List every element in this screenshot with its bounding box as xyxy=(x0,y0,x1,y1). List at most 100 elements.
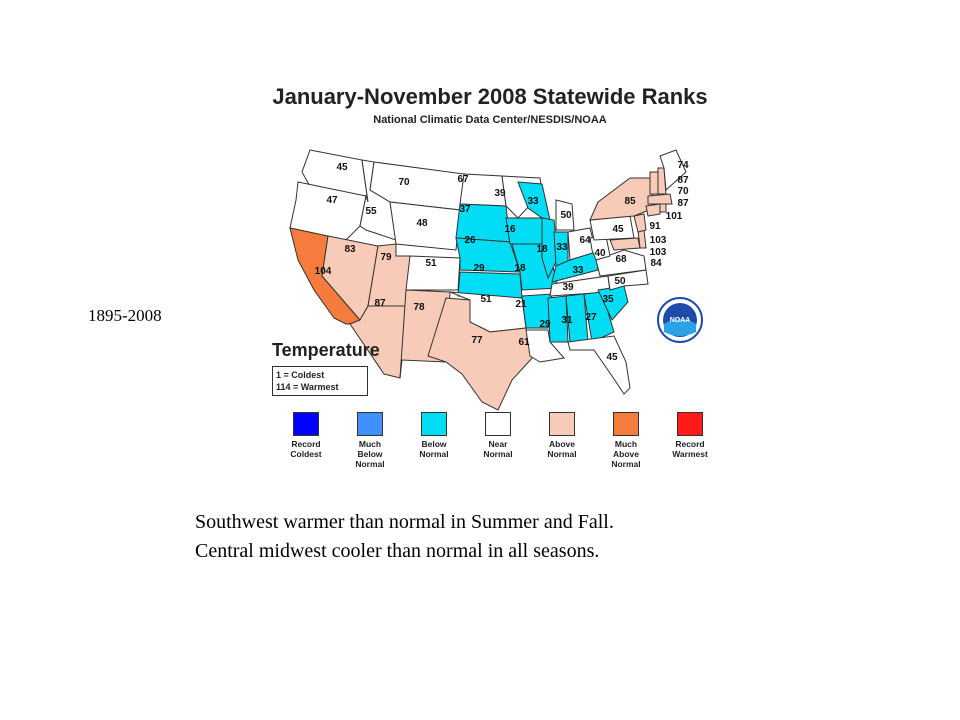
legend-label-line: Normal xyxy=(611,459,641,469)
rank-label-tn: 39 xyxy=(562,282,574,293)
legend-label-line: Much xyxy=(614,439,638,449)
state-de xyxy=(637,229,647,249)
caption-line-1: Southwest warmer than normal in Summer a… xyxy=(195,511,614,533)
rank-label-de: 103 xyxy=(650,247,667,258)
state-ar xyxy=(521,293,553,329)
rank-label-wa: 45 xyxy=(336,162,348,173)
rank-label-pa: 45 xyxy=(612,224,624,235)
legend-label-line: Record xyxy=(291,439,321,449)
legend-label-line: Normal xyxy=(355,459,385,469)
map-subtitle: National Climatic Data Center/NESDIS/NOA… xyxy=(373,114,607,126)
rank-label-nv: 83 xyxy=(344,244,356,255)
ranks-map-figure: January-November 2008 Statewide Ranks Na… xyxy=(250,80,730,480)
state-fl xyxy=(567,335,631,395)
rank-label-il: 18 xyxy=(536,244,548,255)
legend-label-line: Warmest xyxy=(672,449,708,459)
rank-label-co: 51 xyxy=(425,258,437,269)
scale-line-coldest: 1 = Coldest xyxy=(276,370,325,380)
state-wy xyxy=(389,201,461,251)
state-mi xyxy=(555,199,575,231)
state-ct xyxy=(645,203,661,217)
legend-item-record-coldest: Record Coldest xyxy=(276,412,336,459)
rank-scale-box: 1 = Coldest 114 = Warmest xyxy=(272,366,368,396)
noaa-logo: NOAA xyxy=(657,297,703,343)
rank-label-ar: 21 xyxy=(515,299,527,310)
legend-item-above-normal: Above Normal xyxy=(532,412,592,459)
legend-swatch xyxy=(613,412,639,436)
legend-swatch xyxy=(421,412,447,436)
legend-item-near-normal: Near Normal xyxy=(468,412,528,459)
rank-label-ct: 91 xyxy=(649,221,661,232)
legend-label-line: Above xyxy=(613,449,639,459)
legend-swatch xyxy=(549,412,575,436)
rank-label-md: 84 xyxy=(650,258,662,269)
rank-label-wi: 33 xyxy=(527,196,539,207)
rank-label-wv: 40 xyxy=(594,248,606,259)
rank-label-oh: 64 xyxy=(579,235,591,246)
state-ga xyxy=(583,291,615,343)
legend-label-line: Much xyxy=(358,439,382,449)
state-nh xyxy=(657,167,667,195)
legend-item-much-below-normal: Much Below Normal xyxy=(340,412,400,469)
state-ma xyxy=(647,193,673,205)
rank-label-me: 74 xyxy=(677,160,689,171)
legend-label-line: Below xyxy=(421,439,447,449)
caption: Southwest warmer than normal in Summer a… xyxy=(195,508,614,566)
rank-label-nh: 70 xyxy=(677,186,689,197)
state-me xyxy=(659,149,687,192)
scale-line-warmest: 114 = Warmest xyxy=(276,382,339,392)
legend-item-record-warmest: Record Warmest xyxy=(660,412,720,459)
state-tx xyxy=(427,297,535,411)
period-label: 1895-2008 xyxy=(88,306,162,325)
legend-label-line: Above xyxy=(549,439,575,449)
legend: Record Coldest Much Below Normal Below N… xyxy=(272,412,712,472)
rank-label-ok: 51 xyxy=(480,294,492,305)
legend-swatch xyxy=(485,412,511,436)
rank-label-al: 31 xyxy=(561,315,573,326)
state-ne xyxy=(455,237,521,273)
rank-label-ma: 87 xyxy=(677,198,689,209)
legend-label-line: Record xyxy=(675,439,705,449)
rank-label-id: 55 xyxy=(365,206,377,217)
legend-label-line: Near xyxy=(488,439,508,449)
caption-line-2: Central midwest cooler than normal in al… xyxy=(195,540,600,562)
rank-label-nm: 78 xyxy=(413,302,425,313)
legend-label-line: Normal xyxy=(547,449,577,459)
rank-label-sd: 37 xyxy=(459,204,471,215)
rank-label-or: 47 xyxy=(326,195,338,206)
rank-label-mi: 50 xyxy=(560,210,572,221)
legend-swatch xyxy=(293,412,319,436)
legend-label-line: Normal xyxy=(483,449,513,459)
rank-label-nj: 103 xyxy=(650,235,667,246)
state-la xyxy=(525,329,565,363)
legend-label-line: Coldest xyxy=(290,449,322,459)
legend-swatch xyxy=(357,412,383,436)
rank-label-ga: 27 xyxy=(585,312,597,323)
legend-label-line: Below xyxy=(357,449,383,459)
rank-label-ms: 29 xyxy=(539,319,551,330)
legend-swatch xyxy=(677,412,703,436)
rank-label-ky: 33 xyxy=(572,265,584,276)
rank-label-in: 33 xyxy=(556,242,568,253)
state-vt xyxy=(649,171,659,195)
rank-label-fl: 45 xyxy=(606,352,618,363)
rank-label-mo: 18 xyxy=(514,263,526,274)
rank-label-az: 87 xyxy=(374,298,386,309)
rank-label-ks: 29 xyxy=(473,263,485,274)
legend-label-line: Normal xyxy=(419,449,449,459)
rank-label-wy: 48 xyxy=(416,218,428,229)
rank-label-ut: 79 xyxy=(380,252,392,263)
rank-label-nc: 50 xyxy=(614,276,626,287)
rank-label-nd: 67 xyxy=(457,174,469,185)
map-title: January-November 2008 Statewide Ranks xyxy=(272,84,708,109)
state-md xyxy=(609,237,641,251)
rank-label-ca: 104 xyxy=(315,266,332,277)
rank-label-mn: 39 xyxy=(494,188,506,199)
legend-item-below-normal: Below Normal xyxy=(404,412,464,459)
state-nj xyxy=(633,213,647,233)
noaa-logo-text: NOAA xyxy=(670,317,691,324)
rank-label-ia: 16 xyxy=(504,224,516,235)
legend-title: Temperature xyxy=(272,340,380,360)
rank-label-va: 68 xyxy=(615,254,627,265)
us-states-map: 45 47 104 55 83 87 70 48 79 51 78 67 37 … xyxy=(289,149,689,411)
